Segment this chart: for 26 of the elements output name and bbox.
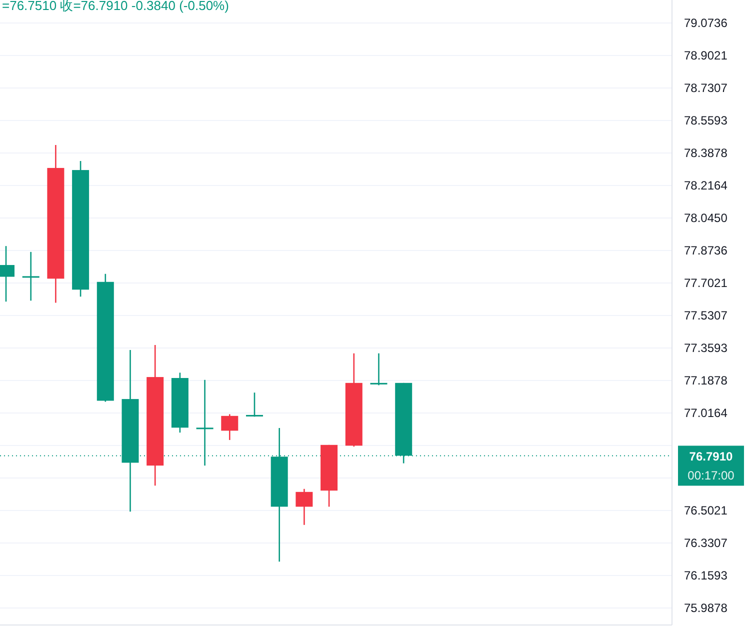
y-tick-label: 76.3307 xyxy=(684,536,728,550)
y-tick-label: 77.7021 xyxy=(684,276,728,290)
y-tick-label: 78.2164 xyxy=(684,178,728,192)
y-tick-label: 79.0736 xyxy=(684,16,728,30)
candlestick xyxy=(296,488,313,526)
y-tick-label: 77.1878 xyxy=(684,373,728,388)
y-tick-label: 78.5593 xyxy=(684,113,728,128)
text: 00:17:00 xyxy=(688,468,735,483)
y-tick-label: 78.0450 xyxy=(684,210,728,225)
y-tick-label: 77.5307 xyxy=(684,308,728,322)
candlestick xyxy=(221,414,238,441)
candlestick xyxy=(370,352,388,386)
annotation: =76.7510 收=76.7910 -0.3840 (-0.50%) xyxy=(2,0,229,13)
ref-line-label: 76.7910 xyxy=(689,450,734,464)
y-tick-label: 78.9021 xyxy=(684,48,728,62)
y-tick-label: 76.1593 xyxy=(684,568,728,582)
y-tick-label: 75.9878 xyxy=(684,600,728,615)
candlestick xyxy=(22,251,40,302)
candlestick xyxy=(196,379,214,466)
y-tick-label: 78.3878 xyxy=(684,146,728,160)
y-tick-label: 76.5021 xyxy=(684,503,728,518)
candlestick xyxy=(246,392,263,418)
y-tick-label: 78.7307 xyxy=(684,80,728,95)
y-tick-label: 77.0164 xyxy=(684,406,728,420)
y-tick-label: 77.3593 xyxy=(684,340,728,355)
y-tick-label: 77.8736 xyxy=(684,243,728,258)
